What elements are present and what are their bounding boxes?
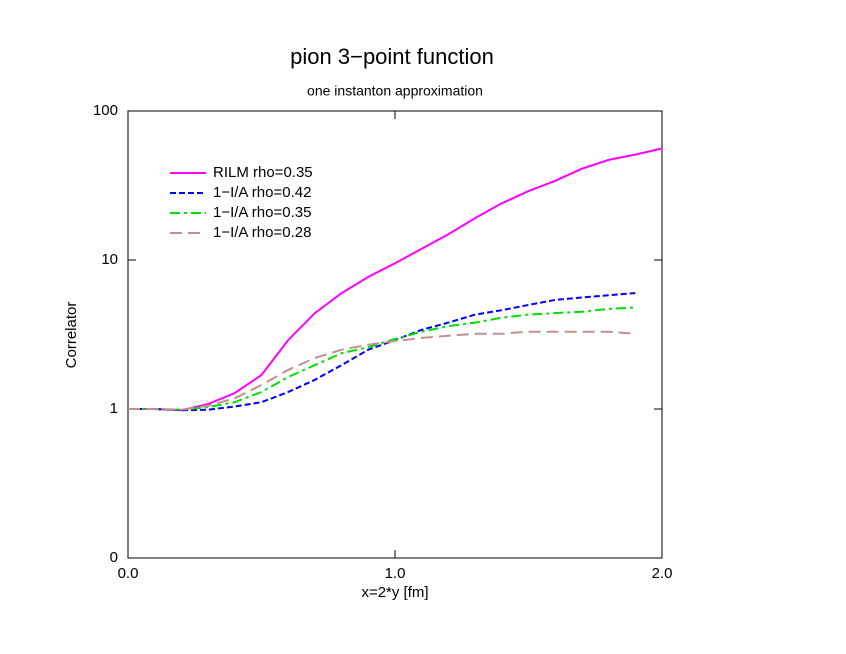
- x-tick-label: 0.0: [118, 565, 139, 582]
- chart-subtitle: one instanton approximation: [307, 83, 483, 99]
- y-tick-label: 100: [93, 102, 118, 119]
- legend-label: RILM rho=0.35: [213, 164, 313, 181]
- plot-frame: [127, 110, 663, 559]
- y-tick-label: 1: [110, 400, 118, 417]
- legend-label: 1−I/A rho=0.28: [213, 224, 311, 241]
- series-line: [128, 292, 636, 412]
- chart-title: pion 3−point function: [290, 44, 494, 69]
- series-line: [128, 147, 663, 412]
- y-tick-label: 0: [110, 549, 118, 566]
- series-line: [128, 330, 636, 411]
- legend-label: 1−I/A rho=0.35: [213, 204, 311, 221]
- series-line: [128, 306, 636, 411]
- legend-label: 1−I/A rho=0.42: [213, 184, 311, 201]
- y-tick-label: 10: [101, 251, 118, 268]
- x-tick-label: 1.0: [385, 565, 406, 582]
- y-axis-label: Correlator: [63, 302, 80, 369]
- x-axis-label: x=2*y [fm]: [361, 584, 428, 601]
- x-tick-label: 2.0: [652, 565, 673, 582]
